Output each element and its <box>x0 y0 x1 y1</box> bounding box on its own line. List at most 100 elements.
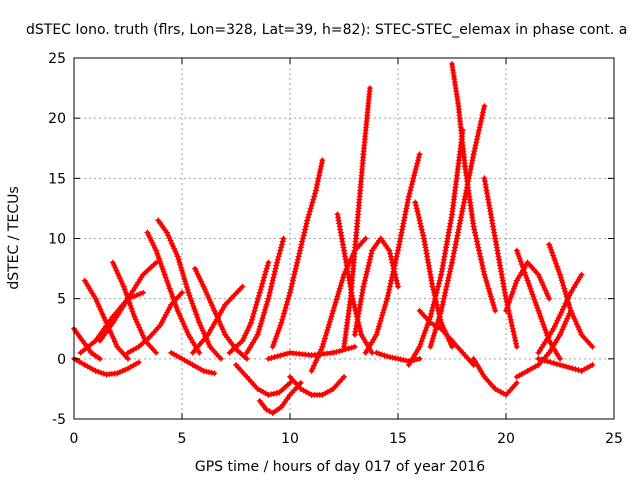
data-point <box>462 190 469 197</box>
data-point <box>276 250 283 257</box>
data-point <box>183 281 189 288</box>
data-point <box>99 311 106 318</box>
data-point <box>314 354 321 361</box>
data-point <box>566 302 573 309</box>
data-point <box>321 335 328 342</box>
data-series <box>71 61 596 416</box>
data-point <box>322 332 329 339</box>
data-point <box>358 292 365 299</box>
data-point <box>484 282 491 289</box>
data-point <box>478 115 485 122</box>
data-point <box>309 199 316 206</box>
data-point <box>553 361 560 367</box>
series-arc38 <box>535 355 596 374</box>
data-point <box>428 307 435 314</box>
data-point <box>438 268 445 275</box>
data-point <box>367 253 374 260</box>
data-point <box>319 343 326 350</box>
data-point <box>560 362 567 369</box>
data-point <box>396 241 403 248</box>
data-point <box>326 318 333 325</box>
data-point <box>533 302 540 309</box>
data-point <box>280 351 287 358</box>
data-point <box>479 112 486 119</box>
data-point <box>165 306 172 313</box>
data-point <box>312 187 319 194</box>
data-point <box>431 298 438 305</box>
y-tick-label: 0 <box>57 352 66 368</box>
data-point <box>275 327 282 334</box>
data-point <box>473 139 480 146</box>
data-point <box>462 193 469 200</box>
data-point <box>344 265 351 272</box>
data-point <box>252 304 259 311</box>
data-point <box>458 211 465 218</box>
data-point <box>124 294 131 301</box>
data-point <box>287 379 293 386</box>
data-point <box>138 329 145 336</box>
data-point <box>573 321 580 328</box>
data-point <box>395 355 401 362</box>
data-point <box>162 274 169 281</box>
data-point <box>161 271 168 278</box>
data-point <box>109 333 116 340</box>
data-point <box>338 235 345 242</box>
data-point <box>135 359 142 366</box>
data-point <box>102 317 109 324</box>
data-point <box>125 297 132 304</box>
data-point <box>308 202 315 209</box>
data-point <box>560 323 567 330</box>
data-point <box>200 367 207 374</box>
data-point <box>443 283 450 290</box>
data-point <box>554 263 561 270</box>
data-point <box>308 367 315 374</box>
data-point <box>470 223 477 230</box>
data-point <box>277 322 284 329</box>
data-point <box>204 338 211 345</box>
data-point <box>267 286 274 293</box>
data-point <box>392 259 399 266</box>
data-point <box>388 274 395 281</box>
data-point <box>540 282 547 289</box>
data-point <box>362 274 369 281</box>
data-point <box>418 223 424 230</box>
data-point <box>248 319 255 326</box>
data-point <box>309 365 316 372</box>
data-point <box>378 315 385 322</box>
data-point <box>262 306 269 313</box>
data-point <box>477 121 484 128</box>
series-arc30 <box>427 103 488 350</box>
data-point <box>115 272 122 279</box>
data-point <box>589 361 596 368</box>
data-point <box>426 265 433 272</box>
data-point <box>420 232 427 239</box>
data-point <box>473 235 480 242</box>
data-point <box>316 172 323 179</box>
data-point <box>336 285 343 292</box>
series-arc9 <box>155 217 224 362</box>
data-point <box>442 247 449 254</box>
data-point <box>116 369 123 376</box>
data-point <box>387 250 394 257</box>
data-point <box>207 326 214 333</box>
data-point <box>357 298 364 305</box>
data-point <box>351 343 358 350</box>
data-point <box>513 247 520 254</box>
data-point <box>255 329 262 335</box>
data-point <box>300 235 306 242</box>
data-point <box>415 154 422 161</box>
data-point <box>532 299 539 306</box>
series-arc6 <box>109 259 160 356</box>
data-point <box>337 282 344 289</box>
data-point <box>259 280 266 287</box>
data-point <box>132 316 139 323</box>
data-point <box>384 292 391 299</box>
data-point <box>186 292 193 299</box>
data-point <box>453 235 460 242</box>
data-point <box>485 199 492 206</box>
data-point <box>194 314 201 321</box>
data-point <box>206 297 213 303</box>
data-point <box>279 316 286 323</box>
data-point <box>457 217 464 224</box>
data-point <box>325 324 332 331</box>
